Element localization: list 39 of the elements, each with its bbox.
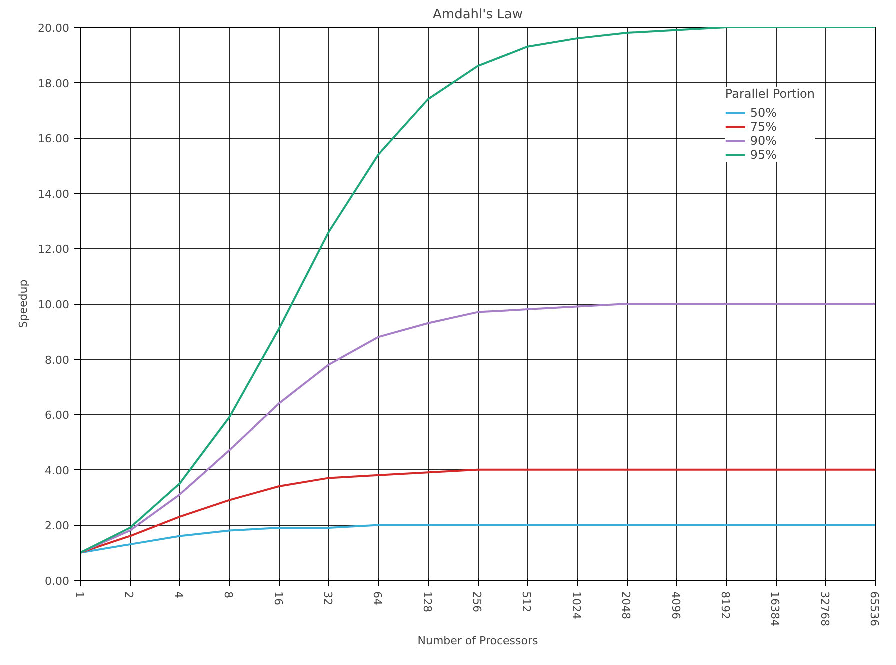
legend-label: 95% — [750, 148, 778, 162]
x-tick-label: 128 — [420, 592, 434, 612]
y-tick-label: 4.00 — [45, 464, 70, 478]
x-tick-label: 8 — [222, 592, 236, 598]
x-axis-title: Number of Processors — [418, 634, 539, 648]
line-series — [80, 468, 876, 554]
line-series — [80, 524, 876, 554]
y-tick-label: 20.00 — [38, 22, 70, 35]
x-tick-label: 4096 — [669, 592, 682, 620]
x-tick-label: 32 — [321, 592, 334, 606]
y-tick-label: 0.00 — [45, 575, 70, 588]
y-tick-label: 14.00 — [38, 188, 70, 201]
x-tick-label: 512 — [520, 592, 534, 612]
line-series — [80, 28, 876, 554]
y-tick-label: 10.00 — [38, 298, 70, 312]
x-tick-label: 1024 — [570, 592, 583, 620]
legend-label: 50% — [750, 106, 778, 120]
x-tick-label: 65536 — [868, 592, 881, 626]
y-tick-label: 18.00 — [38, 77, 70, 90]
x-tick-label: 2048 — [620, 592, 633, 620]
x-tick-label: 8192 — [718, 592, 732, 620]
x-tick-label: 32768 — [818, 592, 832, 626]
x-tick-label: 16 — [272, 592, 285, 606]
legend-label: 90% — [750, 134, 778, 148]
y-tick-label: 8.00 — [45, 354, 70, 367]
legend-title: Parallel Portion — [725, 87, 815, 101]
x-tick-label: 1 — [73, 592, 86, 598]
x-tick-label: 2 — [122, 592, 136, 598]
legend-label: 75% — [750, 120, 778, 134]
y-tick-label: 12.00 — [38, 243, 70, 256]
x-tick-label: 16384 — [768, 592, 782, 626]
x-tick-label: 64 — [371, 592, 384, 606]
chart-title: Amdahl's Law — [433, 8, 524, 22]
y-tick-label: 16.00 — [38, 132, 70, 146]
y-tick-label: 6.00 — [45, 409, 70, 422]
y-tick-label: 2.00 — [45, 520, 70, 533]
x-tick-label: 256 — [470, 592, 484, 612]
x-tick-label: 4 — [172, 592, 186, 598]
y-axis-title: Speedup — [17, 280, 30, 328]
